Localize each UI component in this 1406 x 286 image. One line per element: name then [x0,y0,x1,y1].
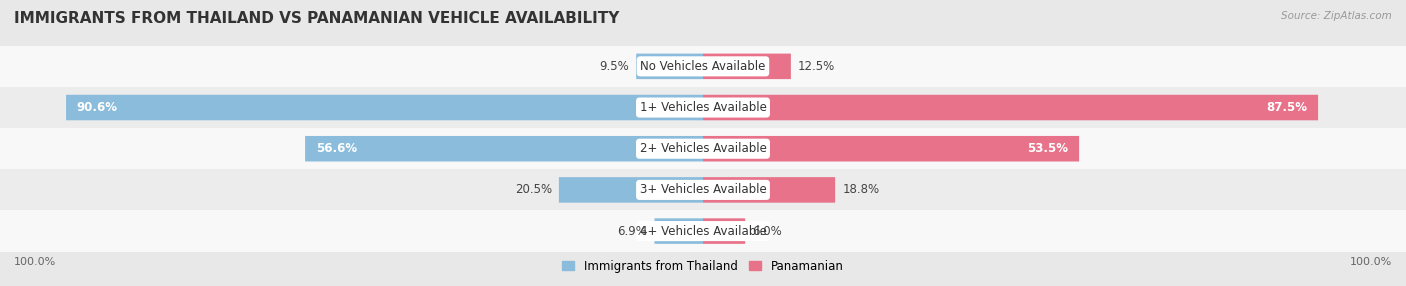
Text: 9.5%: 9.5% [599,60,630,73]
Text: 4+ Vehicles Available: 4+ Vehicles Available [640,225,766,238]
FancyBboxPatch shape [703,177,835,203]
Text: 53.5%: 53.5% [1028,142,1069,155]
Text: 56.6%: 56.6% [315,142,357,155]
Text: 18.8%: 18.8% [842,183,879,196]
FancyBboxPatch shape [305,136,703,162]
FancyBboxPatch shape [66,95,703,120]
Text: 87.5%: 87.5% [1267,101,1308,114]
FancyBboxPatch shape [560,177,703,203]
Bar [0,46,1406,87]
Bar [0,210,1406,252]
FancyBboxPatch shape [654,218,703,244]
FancyBboxPatch shape [703,136,1080,162]
Text: 20.5%: 20.5% [515,183,551,196]
Bar [0,169,1406,210]
Text: IMMIGRANTS FROM THAILAND VS PANAMANIAN VEHICLE AVAILABILITY: IMMIGRANTS FROM THAILAND VS PANAMANIAN V… [14,11,620,26]
Text: No Vehicles Available: No Vehicles Available [640,60,766,73]
Bar [0,128,1406,169]
Text: 2+ Vehicles Available: 2+ Vehicles Available [640,142,766,155]
Text: Source: ZipAtlas.com: Source: ZipAtlas.com [1281,11,1392,21]
FancyBboxPatch shape [703,53,790,79]
Bar [0,87,1406,128]
Text: 3+ Vehicles Available: 3+ Vehicles Available [640,183,766,196]
FancyBboxPatch shape [637,53,703,79]
Text: 6.9%: 6.9% [617,225,647,238]
Text: 100.0%: 100.0% [1350,257,1392,267]
Text: 90.6%: 90.6% [77,101,118,114]
Legend: Immigrants from Thailand, Panamanian: Immigrants from Thailand, Panamanian [558,255,848,277]
Text: 6.0%: 6.0% [752,225,782,238]
FancyBboxPatch shape [703,95,1319,120]
Text: 100.0%: 100.0% [14,257,56,267]
Text: 1+ Vehicles Available: 1+ Vehicles Available [640,101,766,114]
FancyBboxPatch shape [703,218,745,244]
Text: 12.5%: 12.5% [799,60,835,73]
